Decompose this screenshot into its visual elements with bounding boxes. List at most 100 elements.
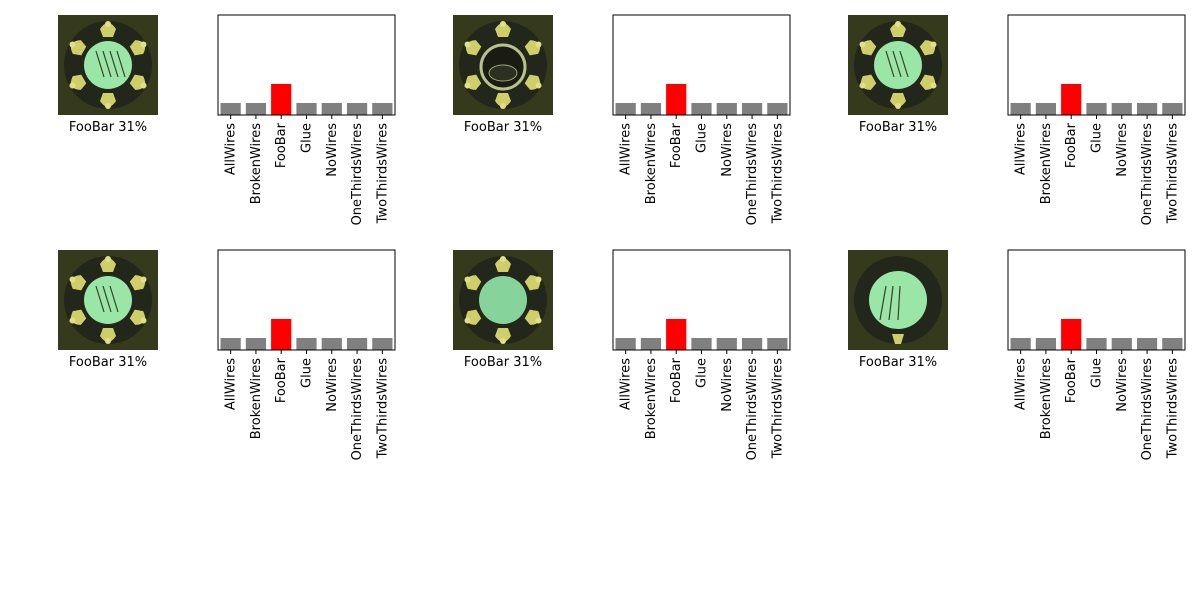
bar-brokenwires (1035, 103, 1057, 115)
bar-allwires (220, 338, 241, 350)
bar-twothirdswires (767, 338, 788, 350)
bar-brokenwires (640, 103, 662, 115)
x-tick-label: BrokenWires (1039, 123, 1054, 204)
bar-foobar (666, 319, 687, 350)
x-tick-label: FooBar (1064, 357, 1079, 403)
bar-onethirdswires (346, 338, 368, 350)
x-tick-label: AllWires (1014, 358, 1029, 410)
x-tick-label: FooBar (1064, 122, 1079, 168)
x-tick-label: OneThirdsWires (350, 358, 365, 461)
image-caption: FooBar 31% (68, 120, 148, 135)
bar-allwires (615, 338, 636, 350)
plot-frame (612, 14, 791, 116)
bar-foobar (271, 319, 292, 350)
bar-onethirdswires (346, 103, 368, 115)
bar-nowires (716, 103, 737, 115)
image-caption: FooBar 31% (463, 120, 543, 135)
x-tick-label: TwoThirdsWires (770, 123, 785, 225)
bar-foobar (271, 84, 292, 115)
x-tick-label: Glue (300, 358, 315, 388)
x-tick-label: TwoThirdsWires (375, 123, 390, 225)
plot-frame (1007, 14, 1186, 116)
x-tick-label: AllWires (224, 358, 239, 410)
bar-onethirdswires (1136, 338, 1158, 350)
x-tick-label: NoWires (1115, 358, 1130, 412)
x-tick-label: FooBar (274, 357, 289, 403)
specimen-image (453, 15, 553, 115)
image-caption: FooBar 31% (68, 355, 148, 370)
bar-onethirdswires (1136, 103, 1158, 115)
specimen-image (848, 250, 948, 350)
bar-nowires (1111, 338, 1132, 350)
x-tick-label: BrokenWires (249, 358, 264, 439)
x-tick-label: OneThirdsWires (745, 123, 760, 226)
plot-frame (217, 249, 396, 351)
x-tick-label: OneThirdsWires (350, 123, 365, 226)
specimen-image (453, 250, 553, 350)
specimen-image (58, 250, 158, 350)
bar-brokenwires (640, 338, 662, 350)
bar-glue (296, 103, 317, 115)
plot-frame (217, 14, 396, 116)
image-caption: FooBar 31% (858, 120, 938, 135)
x-tick-label: OneThirdsWires (745, 358, 760, 461)
image-caption: FooBar 31% (858, 355, 938, 370)
x-tick-label: FooBar (669, 122, 684, 168)
x-tick-label: NoWires (720, 123, 735, 177)
probability-bar-chart: AllWires BrokenWires FooBar Glue NoWires OneT… (217, 249, 396, 461)
bar-twothirdswires (1162, 338, 1183, 350)
x-tick-label: TwoThirdsWires (770, 358, 785, 460)
plot-frame (612, 249, 791, 351)
specimen-image (58, 15, 158, 115)
x-tick-label: NoWires (325, 123, 340, 177)
bar-twothirdswires (767, 103, 788, 115)
plot-frame (1007, 249, 1186, 351)
x-tick-label: OneThirdsWires (1140, 123, 1155, 226)
x-tick-label: NoWires (720, 358, 735, 412)
x-tick-label: AllWires (1014, 123, 1029, 175)
bar-onethirdswires (741, 338, 763, 350)
x-tick-label: TwoThirdsWires (1165, 123, 1180, 225)
x-tick-label: BrokenWires (1039, 358, 1054, 439)
specimen-image (848, 15, 948, 115)
x-tick-label: Glue (1090, 358, 1105, 388)
probability-bar-chart: AllWires BrokenWires FooBar Glue NoWires OneT… (1007, 249, 1186, 461)
bar-foobar (666, 84, 687, 115)
bar-nowires (321, 338, 342, 350)
bar-twothirdswires (372, 338, 393, 350)
bar-allwires (220, 103, 241, 115)
x-tick-label: BrokenWires (644, 123, 659, 204)
x-tick-label: TwoThirdsWires (1165, 358, 1180, 460)
x-tick-label: NoWires (1115, 123, 1130, 177)
x-tick-label: AllWires (619, 358, 634, 410)
bar-twothirdswires (372, 103, 393, 115)
x-tick-label: Glue (300, 123, 315, 153)
bar-allwires (615, 103, 636, 115)
probability-bar-chart: AllWires BrokenWires FooBar Glue NoWires OneT… (612, 249, 791, 461)
probability-bar-chart: AllWires BrokenWires FooBar Glue NoWires OneT… (612, 14, 791, 226)
bar-glue (296, 338, 317, 350)
x-tick-label: Glue (1090, 123, 1105, 153)
bar-allwires (1010, 103, 1031, 115)
x-tick-label: AllWires (224, 123, 239, 175)
bar-onethirdswires (741, 103, 763, 115)
bar-glue (1086, 103, 1107, 115)
x-tick-label: Glue (695, 123, 710, 153)
bar-twothirdswires (1162, 103, 1183, 115)
bar-brokenwires (245, 338, 267, 350)
x-tick-label: TwoThirdsWires (375, 358, 390, 460)
x-tick-label: AllWires (619, 123, 634, 175)
bar-nowires (1111, 103, 1132, 115)
bar-glue (691, 103, 712, 115)
bar-foobar (1061, 84, 1082, 115)
bar-glue (1086, 338, 1107, 350)
x-tick-label: OneThirdsWires (1140, 358, 1155, 461)
x-tick-label: NoWires (325, 358, 340, 412)
bar-brokenwires (245, 103, 267, 115)
x-tick-label: Glue (695, 358, 710, 388)
bar-foobar (1061, 319, 1082, 350)
x-tick-label: FooBar (669, 357, 684, 403)
x-tick-label: BrokenWires (249, 123, 264, 204)
bar-glue (691, 338, 712, 350)
bar-nowires (321, 103, 342, 115)
